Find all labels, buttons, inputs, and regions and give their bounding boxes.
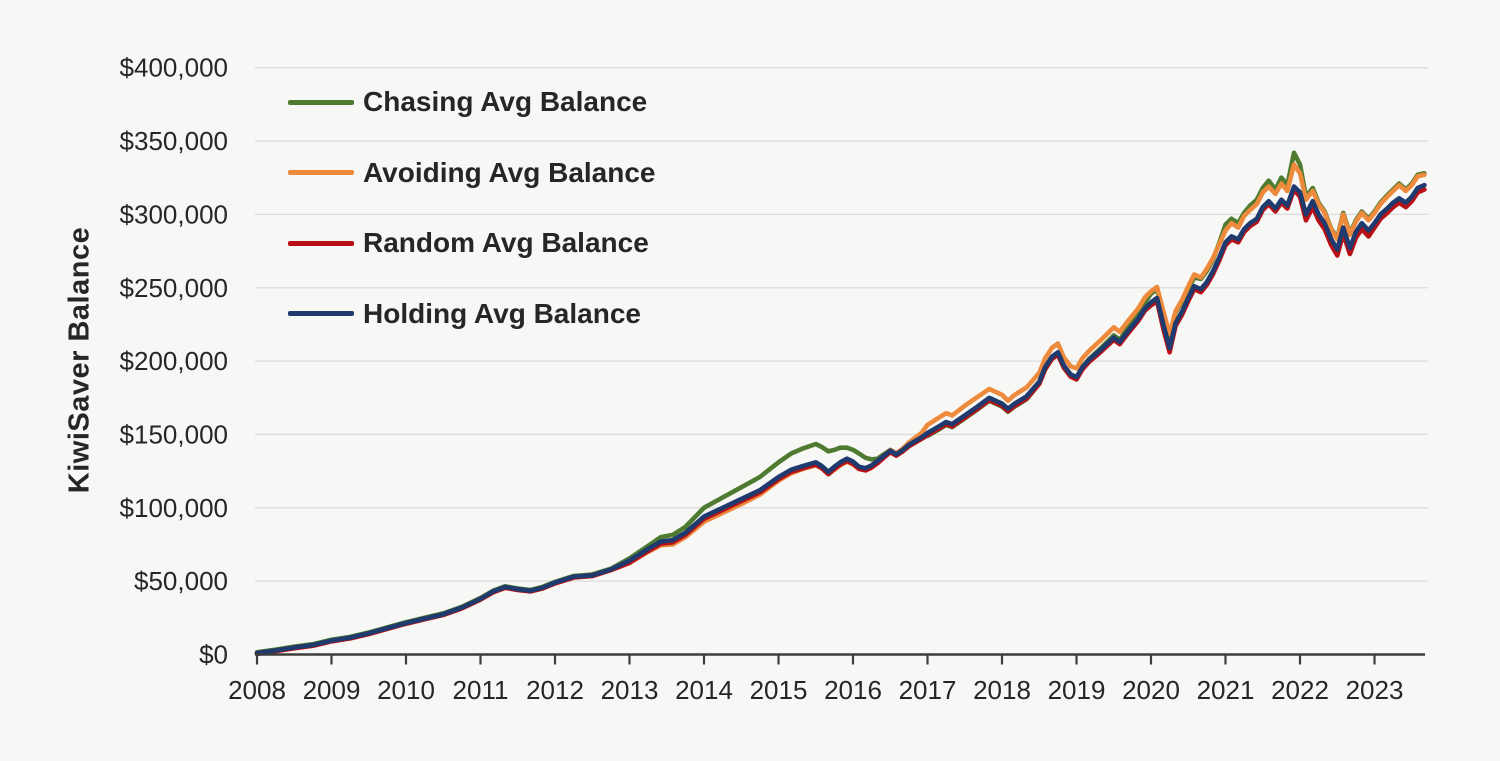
svg-text:2014: 2014	[675, 675, 733, 705]
svg-text:2020: 2020	[1122, 675, 1180, 705]
svg-text:2012: 2012	[526, 675, 584, 705]
legend-swatch-random-line	[288, 240, 354, 246]
x-axis-ticks	[255, 654, 1376, 665]
svg-text:$350,000: $350,000	[120, 126, 228, 156]
legend-label-random: Random Avg Balance	[363, 227, 649, 259]
svg-text:$100,000: $100,000	[120, 493, 228, 523]
series-line-holding-avg-balance	[254, 182, 1427, 656]
svg-text:2009: 2009	[303, 675, 361, 705]
chart-legend: Chasing Avg Balance Avoiding Avg Balance…	[288, 67, 656, 349]
svg-text:2022: 2022	[1271, 675, 1329, 705]
legend-swatch-chasing-line	[288, 99, 354, 105]
svg-text:2023: 2023	[1346, 675, 1404, 705]
legend-swatch-avoiding-line	[288, 170, 354, 176]
y-axis-title: KiwiSaver Balance	[63, 226, 96, 494]
svg-text:$400,000: $400,000	[120, 53, 228, 83]
legend-label-holding: Holding Avg Balance	[363, 297, 641, 329]
svg-text:2015: 2015	[750, 675, 808, 705]
svg-text:$200,000: $200,000	[120, 346, 228, 376]
svg-text:$250,000: $250,000	[120, 273, 228, 303]
svg-text:$0: $0	[199, 640, 228, 670]
svg-text:2019: 2019	[1048, 675, 1106, 705]
svg-text:2008: 2008	[228, 675, 286, 705]
legend-label-chasing: Chasing Avg Balance	[363, 86, 648, 118]
svg-text:2010: 2010	[377, 675, 435, 705]
svg-text:2016: 2016	[824, 675, 882, 705]
legend-swatch-holding-line	[288, 311, 354, 317]
x-tick-labels: 2008 2009 2010 2011 2012 2013 2014 2015 2016 2017…	[228, 675, 1403, 705]
legend-item-random: Random Avg Balance	[288, 208, 656, 279]
svg-text:2017: 2017	[899, 675, 957, 705]
svg-text:$50,000: $50,000	[134, 566, 228, 596]
legend-item-avoiding: Avoiding Avg Balance	[288, 138, 656, 209]
legend-item-holding: Holding Avg Balance	[288, 279, 656, 350]
legend-label-avoiding: Avoiding Avg Balance	[363, 156, 656, 188]
legend-item-chasing: Chasing Avg Balance	[288, 67, 656, 138]
svg-text:$300,000: $300,000	[120, 199, 228, 229]
svg-text:2013: 2013	[601, 675, 659, 705]
svg-text:2018: 2018	[973, 675, 1031, 705]
svg-text:2011: 2011	[453, 675, 509, 705]
data-series	[254, 150, 1427, 657]
svg-text:$150,000: $150,000	[120, 419, 228, 449]
y-tick-labels: $0 $50,000 $100,000 $150,000 $200,000 $250,00…	[120, 53, 228, 670]
svg-text:2021: 2021	[1197, 675, 1255, 705]
gridlines	[255, 67, 1428, 582]
